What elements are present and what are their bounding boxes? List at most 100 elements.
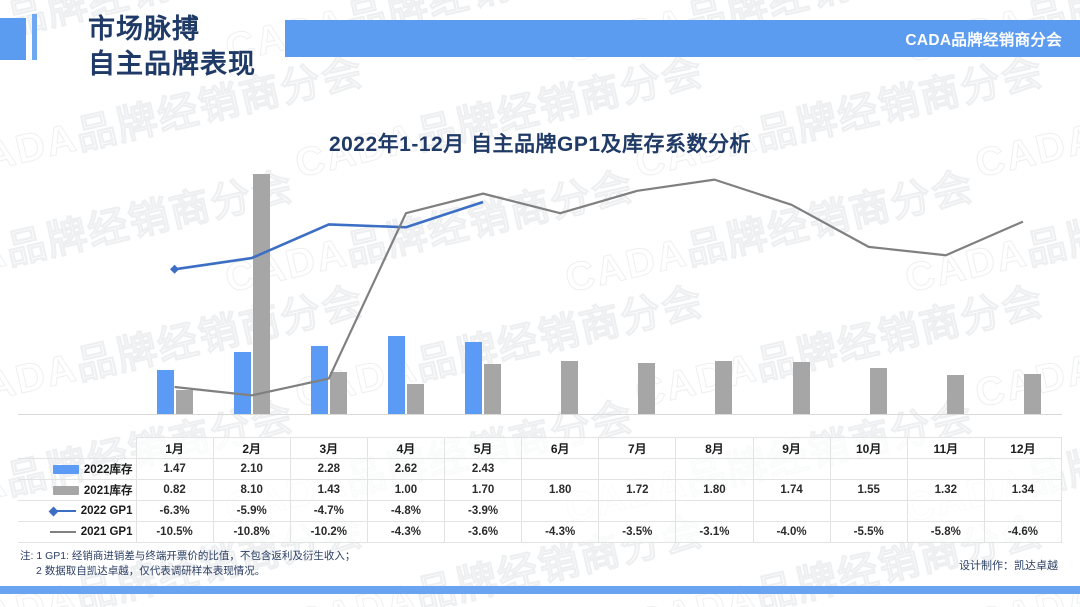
bar-2021-inventory <box>869 368 887 414</box>
table-cell: 1.70 <box>443 479 523 501</box>
table-cell: -4.3% <box>521 521 600 543</box>
chart-lines-container <box>170 160 1062 415</box>
table-cell <box>521 500 600 522</box>
chart-title: 2022年1-12月 自主品牌GP1及库存系数分析 <box>328 133 752 156</box>
table-row: 2022库存 1.47 2.10 2.28 2.62 2.43 <box>18 458 1063 480</box>
bar-2021-inventory <box>175 389 193 414</box>
footnote: 注: 1 GP1: 经销商进销差与终端开票价的比值，不包含返利及衍生收入； 2 … <box>20 549 355 579</box>
bar-2021-inventory <box>561 360 579 414</box>
table-cell <box>829 500 908 522</box>
table-cell: 1.43 <box>289 479 368 501</box>
table-row-label: 2021库存 <box>18 479 137 501</box>
table-cell <box>752 458 831 480</box>
table-row-label-text: 2021库存 <box>83 485 133 497</box>
page-title-line-2: 自主品牌表现 <box>88 48 256 79</box>
table-cell <box>521 458 600 480</box>
table-cell: 2.28 <box>289 458 368 480</box>
line-2021-gp1 <box>175 180 1023 396</box>
table-cell: -10.5% <box>135 521 214 543</box>
table-cell <box>675 458 754 480</box>
table-cell: 0.82 <box>135 479 214 501</box>
table-col-header: 8月 <box>675 437 754 459</box>
bar-2021-inventory <box>715 360 733 414</box>
table-col-header: 3月 <box>289 437 368 459</box>
bar-2022-inventory <box>156 370 174 414</box>
bar-2021-inventory <box>1023 374 1041 414</box>
bar-2021-inventory <box>946 374 964 414</box>
table-row: 2021库存 0.82 8.10 1.43 1.00 1.70 1.80 1.72 1.80 1.… <box>18 479 1063 501</box>
table-body: 2022库存 1.47 2.10 2.28 2.62 2.43 2021库存 0.82 8.10… <box>18 458 1063 543</box>
table-cell: 1.72 <box>598 479 677 501</box>
bar-2022-inventory <box>233 351 251 414</box>
table-col-header: 12月 <box>983 437 1063 459</box>
table-cell: -10.8% <box>212 521 291 543</box>
table-cell: 1.32 <box>906 479 985 501</box>
table-cell: -3.1% <box>675 521 754 543</box>
table-cell <box>983 500 1063 522</box>
line-2022-gp1 <box>175 202 484 269</box>
table-cell: -4.7% <box>289 500 368 522</box>
table-cell: -6.3% <box>135 500 214 522</box>
table-cell: -4.0% <box>752 521 831 543</box>
table-col-header: 2月 <box>212 437 291 459</box>
table-cell: -5.9% <box>212 500 291 522</box>
table-cell: -10.2% <box>289 521 368 543</box>
table-col-header: 1月 <box>135 437 214 459</box>
legend-line-2021-gp1 <box>49 527 76 537</box>
table-cell: -5.5% <box>829 521 908 543</box>
table-cell: -4.8% <box>366 500 446 522</box>
legend-swatch-2022-inventory <box>52 464 79 474</box>
footnote-line-2: 2 数据取自凯达卓越，仅代表调研样本表现情况。 <box>36 565 266 578</box>
chart-plot-area <box>18 160 1062 415</box>
table-cell <box>829 458 908 480</box>
table-col-header: 6月 <box>521 437 600 459</box>
table-cell <box>598 500 677 522</box>
table-cell: 2.62 <box>366 458 446 480</box>
table-row: 2022 GP1 -6.3% -5.9% -4.7% -4.8% -3.9% <box>18 500 1063 522</box>
bar-2021-inventory <box>484 363 502 414</box>
table-cell: -4.3% <box>366 521 446 543</box>
table-row-label-text: 2022 GP1 <box>80 505 133 517</box>
organization-label: CADA品牌经销商分会 <box>905 31 1062 49</box>
table-row-label: 2022库存 <box>18 458 137 480</box>
table-cell: 1.80 <box>675 479 754 501</box>
table-cell: 1.55 <box>829 479 908 501</box>
table-cell: 2.43 <box>443 458 523 480</box>
table-row-label: 2021 GP1 <box>18 521 137 543</box>
table-col-header: 7月 <box>598 437 677 459</box>
table-row-label: 2022 GP1 <box>18 500 137 522</box>
bar-2022-inventory <box>465 341 483 414</box>
bar-2021-inventory <box>792 362 810 414</box>
table-cell: 1.00 <box>366 479 446 501</box>
page-title: 市场脉搏 自主品牌表现 <box>88 12 256 81</box>
page-title-line-1: 市场脉搏 <box>88 14 200 44</box>
table-header-row: 1月 2月 3月 4月 5月 6月 7月 8月 9月 10月 11月 12月 <box>18 437 1063 459</box>
table-cell: 1.80 <box>521 479 600 501</box>
data-table-wrapper: 1月 2月 3月 4月 5月 6月 7月 8月 9月 10月 11月 12月 2022库存 1.47 2.… <box>18 437 1063 543</box>
footer-blue-strip <box>0 586 1080 594</box>
credit-label: 设计制作：凯达卓越 <box>959 560 1058 572</box>
table-row-label-text: 2021 GP1 <box>80 526 133 538</box>
table-col-header: 5月 <box>443 437 523 459</box>
table-col-header: 9月 <box>752 437 831 459</box>
table-cell: -5.8% <box>906 521 985 543</box>
table-col-header: 10月 <box>829 437 908 459</box>
table-cell: 1.34 <box>983 479 1063 501</box>
table-cell: -3.9% <box>443 500 523 522</box>
table-corner-cell <box>18 437 137 459</box>
table-col-header: 4月 <box>366 437 446 459</box>
legend-swatch-2021-inventory <box>52 485 79 495</box>
table-cell: -4.6% <box>983 521 1063 543</box>
table-cell: 1.74 <box>752 479 831 501</box>
table-cell: 2.10 <box>212 458 291 480</box>
bar-2022-inventory <box>387 336 405 414</box>
table-cell <box>983 458 1063 480</box>
table-row: 2021 GP1 -10.5% -10.8% -10.2% -4.3% -3.6% -4.3… <box>18 521 1063 543</box>
chart-baseline-axis <box>18 414 1062 415</box>
bar-2021-inventory <box>329 371 347 414</box>
table-cell <box>752 500 831 522</box>
footnote-line-1: 注: 1 GP1: 经销商进销差与终端开票价的比值，不包含返利及衍生收入； <box>20 550 356 562</box>
bar-2021-inventory <box>406 384 424 414</box>
table-cell: 8.10 <box>212 479 291 501</box>
